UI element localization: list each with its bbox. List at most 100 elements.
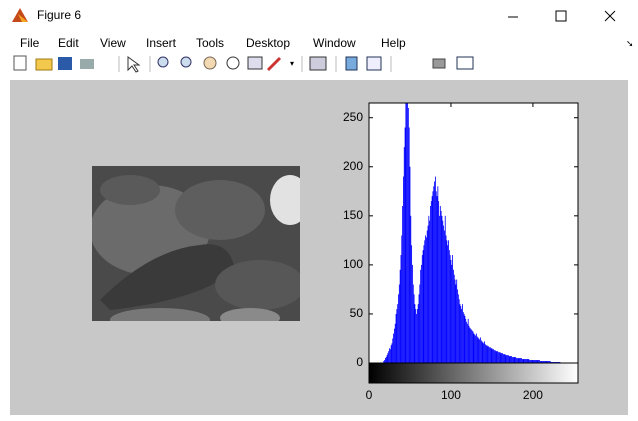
bar bbox=[463, 312, 464, 363]
bar bbox=[392, 343, 393, 363]
x-tick-label: 0 bbox=[366, 388, 373, 402]
menu-item[interactable]: Insert bbox=[146, 36, 177, 50]
menu-item[interactable]: Window bbox=[313, 36, 356, 50]
link-button[interactable] bbox=[310, 57, 326, 70]
bar bbox=[411, 245, 412, 363]
open-button[interactable] bbox=[36, 59, 52, 70]
bar bbox=[496, 351, 497, 363]
bar bbox=[467, 324, 468, 363]
bar bbox=[400, 270, 401, 363]
bar bbox=[515, 357, 516, 363]
bar bbox=[406, 98, 407, 363]
bar bbox=[500, 352, 501, 363]
bar bbox=[473, 332, 474, 363]
bar bbox=[420, 270, 421, 363]
bar bbox=[478, 337, 479, 363]
y-tick-label: 200 bbox=[343, 159, 363, 173]
pan-button[interactable] bbox=[204, 57, 216, 69]
pointer-button[interactable] bbox=[128, 57, 139, 72]
brush-button[interactable] bbox=[268, 58, 280, 70]
bar bbox=[396, 314, 397, 363]
menu-item[interactable]: Desktop bbox=[246, 36, 290, 50]
data-cursor-button[interactable] bbox=[248, 57, 262, 69]
bar bbox=[490, 347, 491, 363]
bar bbox=[519, 358, 520, 363]
bar bbox=[415, 309, 416, 363]
bar bbox=[498, 352, 499, 363]
bar bbox=[448, 240, 449, 363]
grayscale-image bbox=[90, 166, 310, 332]
bar bbox=[496, 351, 497, 363]
bar bbox=[466, 322, 467, 363]
bar bbox=[487, 346, 488, 363]
legend-button[interactable] bbox=[367, 57, 381, 70]
bar bbox=[479, 339, 480, 363]
rotate-button[interactable] bbox=[227, 57, 239, 69]
bar bbox=[401, 235, 402, 363]
bar bbox=[452, 255, 453, 363]
bar bbox=[405, 128, 406, 363]
colorbar-button[interactable] bbox=[346, 57, 357, 70]
bar bbox=[528, 359, 529, 363]
menu-item[interactable]: View bbox=[100, 36, 126, 50]
bar bbox=[407, 88, 408, 363]
bar bbox=[512, 357, 513, 363]
bar bbox=[401, 255, 402, 363]
new-button[interactable] bbox=[14, 56, 26, 70]
bar bbox=[450, 255, 451, 363]
menu-item[interactable]: Help bbox=[381, 36, 406, 50]
x-tick-label: 200 bbox=[523, 388, 543, 402]
bar bbox=[474, 335, 475, 363]
bar bbox=[469, 328, 470, 363]
bar bbox=[385, 358, 386, 363]
bar bbox=[455, 280, 456, 363]
bar bbox=[509, 356, 510, 363]
bar bbox=[431, 201, 432, 363]
bar bbox=[458, 294, 459, 363]
bar bbox=[416, 314, 417, 363]
brush-menu[interactable]: ▾ bbox=[290, 59, 294, 68]
bar bbox=[483, 343, 484, 363]
bar bbox=[501, 353, 502, 363]
bar bbox=[457, 289, 458, 363]
bar bbox=[429, 221, 430, 363]
zoom-out-button[interactable] bbox=[181, 57, 191, 67]
bar bbox=[526, 359, 527, 363]
bar bbox=[524, 359, 525, 363]
hide-tools-button[interactable] bbox=[433, 59, 445, 68]
bar bbox=[460, 304, 461, 363]
bar bbox=[397, 304, 398, 363]
menu-item[interactable]: Tools bbox=[196, 36, 224, 50]
figure-window: Figure 6 File Edit View Insert Tools Desktop W… bbox=[0, 0, 638, 421]
bar bbox=[434, 181, 435, 363]
menu-item[interactable]: File bbox=[20, 36, 40, 50]
bar bbox=[438, 201, 439, 363]
bar bbox=[519, 358, 520, 363]
bar bbox=[445, 216, 446, 363]
save-button[interactable] bbox=[58, 57, 72, 70]
menu-arrow[interactable]: ➘ bbox=[626, 38, 634, 48]
bar bbox=[495, 350, 496, 363]
bar bbox=[491, 348, 492, 363]
bar bbox=[489, 347, 490, 363]
bar bbox=[391, 345, 392, 363]
bar bbox=[437, 196, 438, 363]
bar bbox=[419, 294, 420, 363]
show-tools-button[interactable] bbox=[457, 57, 473, 69]
print-button[interactable] bbox=[80, 59, 94, 69]
bar bbox=[497, 351, 498, 363]
zoom-in-button[interactable] bbox=[158, 57, 168, 67]
bar bbox=[389, 348, 390, 363]
bar bbox=[399, 285, 400, 363]
bar bbox=[446, 235, 447, 363]
bar bbox=[494, 350, 495, 363]
bar bbox=[432, 196, 433, 363]
gray-colorbar bbox=[369, 363, 578, 383]
window-title: Figure 6 bbox=[37, 8, 81, 22]
x-tick-label: 100 bbox=[441, 388, 461, 402]
menu-item[interactable]: Edit bbox=[58, 36, 79, 50]
bar bbox=[518, 358, 519, 363]
bar bbox=[464, 314, 465, 363]
toolbar: ▾ bbox=[14, 56, 473, 72]
bar bbox=[405, 103, 406, 363]
